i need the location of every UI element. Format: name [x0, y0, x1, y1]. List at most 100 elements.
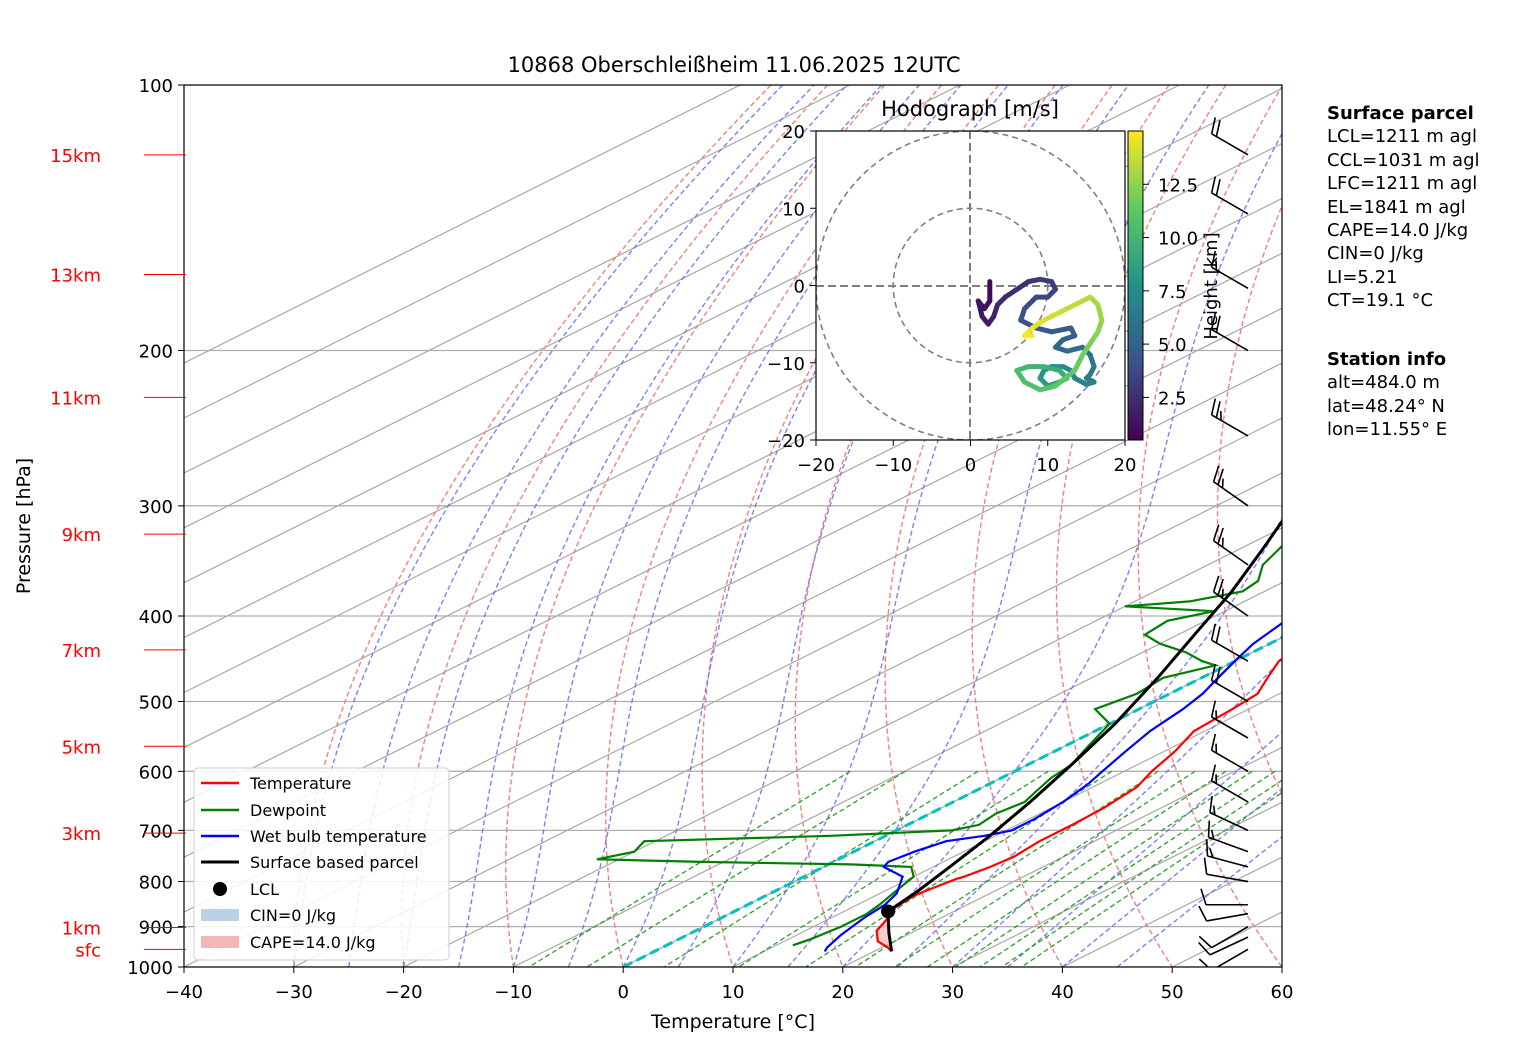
isotherm-line: [184, 252, 1282, 803]
x-tick-label: 30: [941, 982, 964, 1003]
station-info-line: lat=48.24° N: [1327, 395, 1445, 417]
parcel-line: [886, 518, 1282, 952]
wind-barbs: [1198, 117, 1249, 967]
wind-barb-shaft: [1211, 133, 1249, 156]
wind-barb-feather: [1217, 578, 1224, 596]
hodograph-title: Hodograph [m/s]: [881, 97, 1059, 121]
mixing-ratio-line: [528, 770, 851, 967]
x-tick-label: 60: [1271, 982, 1294, 1003]
p-tick-label: 600: [139, 762, 173, 783]
wind-barb-feather: [1210, 117, 1217, 135]
hodograph-y-tick-label: −10: [767, 354, 805, 375]
p-tick-label: 200: [139, 342, 173, 363]
lcl-marker: [881, 904, 896, 919]
wind-barb: [1210, 700, 1249, 739]
height-label: 13km: [50, 265, 101, 286]
wind-barb-feather: [1198, 958, 1210, 967]
mixing-ratio-line: [663, 770, 979, 967]
wind-barb: [1198, 925, 1249, 949]
wind-barb-feather: [1210, 700, 1217, 718]
legend-cape-swatch: [201, 936, 239, 948]
isotherm-line: [184, 85, 851, 419]
moist-adiabat: [732, 85, 1130, 967]
moist-adiabat: [1061, 787, 1282, 967]
height-label: sfc: [75, 940, 101, 961]
y-axis-label: Pressure [hPa]: [13, 458, 35, 594]
dry-adiabat: [884, 85, 1113, 967]
pressure-axis-ticks: 100 200 300 400 500 600 700 800 900 1000: [127, 76, 184, 979]
wind-barb-feather: [1212, 524, 1220, 542]
wind-barb-feather: [1198, 905, 1208, 922]
p-tick-label: 300: [139, 497, 173, 518]
mixing-ratio-line: [586, 770, 906, 967]
hodograph-segment: [1049, 325, 1074, 335]
legend-lcl: LCL: [250, 880, 279, 899]
wind-barb-shaft: [1211, 328, 1249, 352]
hodograph-segment: [1022, 294, 1039, 312]
station-info-heading: Station info: [1327, 349, 1447, 370]
moist-adiabat: [348, 85, 815, 967]
height-label: 9km: [62, 525, 101, 546]
hodograph-segment: [1033, 325, 1055, 335]
wind-barb-shaft: [1213, 540, 1249, 566]
colorbar-tick-label: 10.0: [1158, 229, 1198, 250]
wind-barb: [1210, 398, 1249, 437]
wind-barb-shaft: [1211, 749, 1249, 773]
wind-barb: [1198, 905, 1249, 922]
height-label: 7km: [62, 641, 101, 662]
wind-barb-shaft: [1206, 912, 1249, 922]
mixing-ratio-lines: [528, 770, 1282, 967]
dry-adiabat: [1055, 85, 1227, 967]
wind-barb-shaft: [1208, 836, 1249, 853]
moist-adiabat: [842, 132, 1282, 967]
mixing-ratio-line: [894, 770, 1196, 967]
legend-dewpoint: Dewpoint: [250, 801, 326, 820]
hodograph-x-tick-label: −20: [797, 455, 835, 476]
surface-parcel-line: CIN=0 J/kg: [1327, 243, 1424, 265]
height-label: 11km: [50, 388, 101, 409]
wind-barb-feather: [1210, 663, 1217, 681]
wind-barb-feather: [1198, 935, 1213, 949]
colorbar-label: Height [km]: [1201, 232, 1222, 339]
moist-adiabat: [787, 85, 1210, 967]
dry-adiabat: [1513, 85, 1517, 967]
p-tick-label: 700: [139, 821, 173, 842]
moist-adiabat: [402, 85, 848, 967]
surface-parcel-line: LCL=1211 m agl: [1327, 126, 1477, 148]
wind-barb-feather: [1215, 666, 1221, 684]
legend-cin: CIN=0 J/kg: [250, 906, 336, 925]
dry-adiabat: [1137, 85, 1282, 967]
hodograph-segment: [975, 298, 985, 319]
wind-barb: [1198, 936, 1249, 956]
x-tick-label: −10: [494, 982, 532, 1003]
x-tick-label: −30: [275, 982, 313, 1003]
moist-adiabat: [952, 658, 1282, 967]
isotherm-line: [293, 472, 1282, 967]
surface-parcel-line: CT=19.1 °C: [1327, 290, 1434, 312]
wind-barb: [1212, 465, 1249, 507]
x-axis-ticks: −40 −30 −20 −10 0 10 20 30 40 50 60: [165, 967, 1293, 1003]
colorbar-ticks: 2.5 5.0 7.5 10.0 12.5: [1143, 175, 1198, 409]
station-info-line: alt=484.0 m: [1327, 372, 1440, 394]
wind-barb-feather: [1209, 848, 1214, 858]
x-tick-label: 40: [1051, 982, 1074, 1003]
wind-barb-shaft: [1206, 873, 1249, 883]
wind-barb-feather: [1210, 764, 1217, 782]
x-tick-label: 50: [1161, 982, 1184, 1003]
isotherm-line: [184, 85, 961, 474]
hodograph-segment: [1052, 367, 1078, 389]
wind-barb-feather: [1212, 575, 1220, 593]
mixing-ratio-line: [955, 770, 1253, 967]
wind-barb: [1210, 117, 1249, 156]
isotherm-line: [513, 582, 1282, 967]
colorbar-tick-label: 7.5: [1158, 282, 1187, 303]
isotherm-line: [184, 85, 741, 364]
station-info-line: lon=11.55° E: [1327, 419, 1448, 441]
hodograph-x-tick-label: 10: [1036, 455, 1059, 476]
wind-barb-feather: [1215, 179, 1221, 196]
wind-barb-shaft: [1209, 811, 1249, 832]
moist-adiabat: [1007, 731, 1282, 967]
wind-barb-shaft: [1211, 639, 1249, 662]
surface-parcel-line: LFC=1211 m agl: [1327, 173, 1478, 195]
